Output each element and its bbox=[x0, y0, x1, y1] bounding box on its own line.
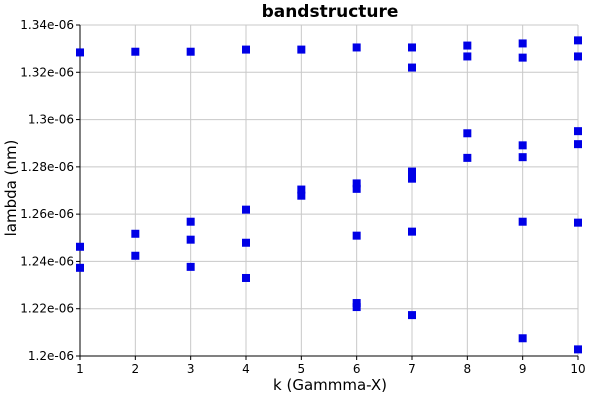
data-point bbox=[352, 43, 361, 52]
data-point bbox=[518, 153, 527, 162]
data-point bbox=[352, 184, 361, 193]
data-point bbox=[131, 47, 140, 56]
data-point bbox=[131, 251, 140, 260]
data-point bbox=[574, 127, 582, 136]
y-tick-label: 1.22e-06 bbox=[20, 302, 74, 316]
data-point bbox=[463, 153, 472, 162]
data-point bbox=[463, 129, 472, 138]
x-tick-label: 4 bbox=[242, 362, 250, 376]
data-point bbox=[352, 299, 361, 308]
data-point bbox=[463, 41, 472, 50]
chart-title: bandstructure bbox=[262, 2, 399, 22]
x-tick-label: 9 bbox=[519, 362, 527, 376]
data-point bbox=[352, 179, 361, 188]
x-axis-label: k (Gammma-X) bbox=[273, 376, 387, 394]
data-point bbox=[242, 205, 250, 214]
y-axis-label: lambda (nm) bbox=[2, 140, 20, 237]
data-points bbox=[76, 36, 582, 354]
data-point bbox=[574, 36, 582, 45]
y-tick-label: 1.24e-06 bbox=[20, 254, 74, 268]
x-tick-label: 2 bbox=[132, 362, 140, 376]
data-point bbox=[242, 45, 250, 54]
data-point bbox=[408, 174, 416, 183]
x-tick-label: 1 bbox=[76, 362, 84, 376]
data-point bbox=[408, 43, 416, 52]
data-point bbox=[242, 273, 250, 282]
data-point bbox=[242, 238, 250, 247]
axes: 1 2 3 4 5 6 7 8 9 10 1.2e-06 1.22e-06 1.24e-06 1.26e-… bbox=[20, 18, 585, 376]
data-point bbox=[186, 47, 195, 56]
data-point bbox=[574, 345, 582, 354]
data-point bbox=[297, 191, 306, 200]
data-point bbox=[574, 140, 582, 149]
y-tick-label: 1.26e-06 bbox=[20, 207, 74, 221]
data-point bbox=[408, 63, 416, 72]
x-tick-label: 6 bbox=[353, 362, 361, 376]
x-tick-label: 8 bbox=[464, 362, 472, 376]
data-point bbox=[76, 48, 84, 57]
data-point bbox=[76, 242, 84, 251]
y-tick-label: 1.3e-06 bbox=[28, 113, 74, 127]
data-point bbox=[574, 52, 582, 61]
y-tick-label: 1.2e-06 bbox=[28, 349, 74, 363]
data-point bbox=[408, 311, 416, 320]
data-point bbox=[186, 262, 195, 271]
data-point bbox=[518, 53, 527, 62]
y-tick-label: 1.28e-06 bbox=[20, 160, 74, 174]
data-point bbox=[297, 185, 306, 194]
data-point bbox=[518, 39, 527, 48]
x-tick-label: 10 bbox=[570, 362, 585, 376]
data-point bbox=[408, 167, 416, 176]
data-point bbox=[297, 45, 306, 54]
grid bbox=[79, 24, 579, 357]
data-point bbox=[408, 227, 416, 236]
data-point bbox=[518, 141, 527, 150]
x-tick-label: 3 bbox=[187, 362, 195, 376]
data-point bbox=[352, 303, 361, 312]
data-point bbox=[186, 235, 195, 244]
x-tick-label: 7 bbox=[408, 362, 416, 376]
data-point bbox=[352, 231, 361, 240]
x-tick-label: 5 bbox=[298, 362, 306, 376]
data-point bbox=[574, 218, 582, 227]
y-tick-label: 1.32e-06 bbox=[20, 65, 74, 79]
data-point bbox=[186, 217, 195, 226]
data-point bbox=[76, 263, 84, 272]
data-point bbox=[518, 217, 527, 226]
data-point bbox=[463, 52, 472, 61]
y-tick-label: 1.34e-06 bbox=[20, 18, 74, 32]
data-point bbox=[518, 334, 527, 343]
data-point bbox=[131, 229, 140, 238]
